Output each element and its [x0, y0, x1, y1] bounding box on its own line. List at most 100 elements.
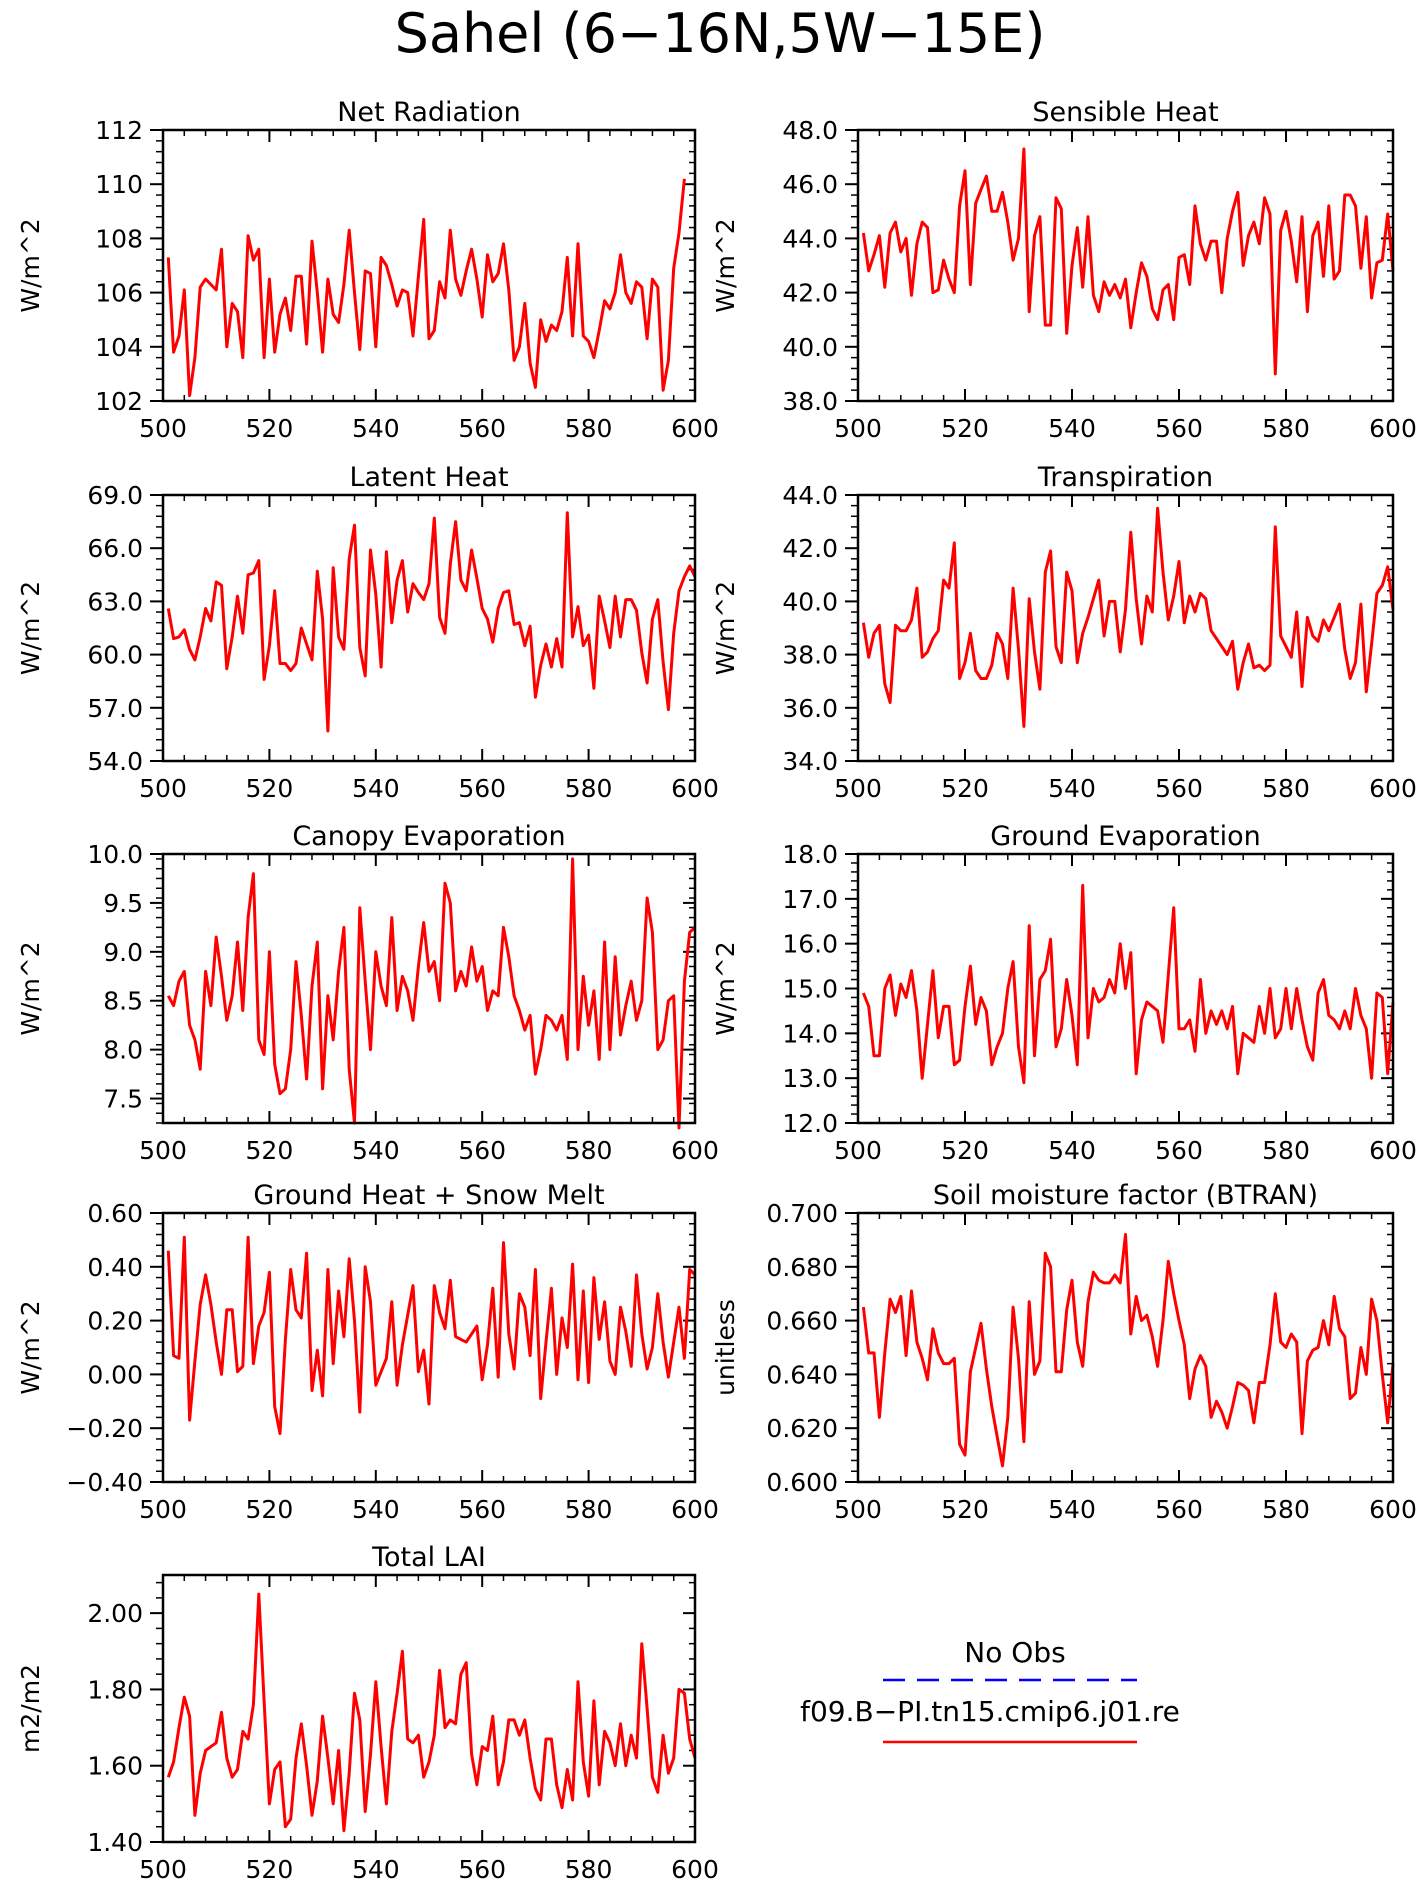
y-axis-label: W/m^2	[16, 218, 45, 312]
x-tick-label: 540	[352, 774, 400, 803]
panel-total-lai: Total LAI 500 520 540 560 580 600 1.40 1.60 1.80 2…	[16, 1542, 719, 1884]
y-tick-label: 18.0	[782, 840, 838, 869]
panel-canopy-evaporation: Canopy Evaporation 500 520 540 560 580 600 7.5 8…	[16, 821, 719, 1165]
series-line	[862, 883, 1395, 1085]
y-tick-label: 106	[95, 279, 143, 308]
x-tick-label: 520	[246, 414, 294, 443]
y-tick-label: 38.0	[782, 641, 838, 670]
y-axis-label: m2/m2	[16, 1664, 45, 1753]
y-tick-label: 9.5	[103, 889, 143, 918]
y-tick-label: 42.0	[782, 279, 838, 308]
y-tick-label: 57.0	[87, 694, 143, 723]
plot-frame	[161, 1573, 697, 1844]
x-tick-label: 560	[1155, 774, 1203, 803]
x-tick-label: 560	[458, 774, 506, 803]
plot-frame	[856, 128, 1395, 403]
y-tick-label: 0.640	[766, 1360, 838, 1389]
x-tick-label: 540	[1048, 1495, 1096, 1524]
panel-title: Ground Heat + Snow Melt	[253, 1180, 604, 1211]
x-tick-label: 580	[1262, 774, 1310, 803]
x-tick-label: 560	[1155, 1495, 1203, 1524]
y-tick-label: 7.5	[103, 1085, 143, 1114]
y-tick-label: 69.0	[87, 481, 143, 510]
y-tick-label: 63.0	[87, 587, 143, 616]
x-tick-label: 560	[458, 1136, 506, 1165]
y-tick-label: 42.0	[782, 534, 838, 563]
y-axis-label: W/m^2	[711, 218, 740, 312]
series-line	[861, 1233, 1395, 1468]
y-axis-label: unitless	[711, 1299, 740, 1396]
panel-ground-heat-snow-melt: Ground Heat + Snow Melt 500 520 540 560 580 60…	[16, 1180, 719, 1524]
y-tick-label: 16.0	[782, 930, 838, 959]
panel-title: Soil moisture factor (BTRAN)	[933, 1180, 1318, 1211]
panel-latent-heat: Latent Heat 500 520 540 560 580 600 54.0 57.0 60.…	[16, 462, 719, 803]
x-tick-label: 540	[352, 1136, 400, 1165]
series-line	[166, 1235, 697, 1436]
y-axis-label: W/m^2	[16, 1300, 45, 1394]
x-tick-label: 600	[671, 1855, 719, 1884]
plot-frame	[161, 493, 697, 763]
y-tick-label: 8.0	[103, 1036, 143, 1065]
x-tick-label: 560	[458, 1495, 506, 1524]
x-tick-label: 520	[941, 774, 989, 803]
x-tick-label: 600	[1369, 774, 1417, 803]
x-tick-label: 560	[458, 1855, 506, 1884]
y-tick-label: 54.0	[87, 747, 143, 776]
y-tick-label: 40.0	[782, 587, 838, 616]
x-tick-label: 500	[834, 1136, 882, 1165]
y-tick-label: 48.0	[782, 116, 838, 145]
y-tick-label: 40.0	[782, 333, 838, 362]
panel-title: Canopy Evaporation	[292, 821, 565, 852]
x-tick-label: 500	[834, 414, 882, 443]
x-tick-label: 580	[565, 1855, 613, 1884]
x-tick-label: 500	[834, 774, 882, 803]
y-tick-label: 14.0	[782, 1019, 838, 1048]
series-line	[166, 857, 697, 1130]
x-tick-label: 560	[1155, 1136, 1203, 1165]
series-line	[861, 506, 1395, 728]
series-line	[166, 178, 686, 398]
figure-title: Sahel (6−16N,5W−15E)	[395, 2, 1046, 65]
y-tick-label: 66.0	[87, 534, 143, 563]
y-tick-label: 0.660	[766, 1307, 838, 1336]
x-tick-label: 540	[352, 1855, 400, 1884]
panels: Net Radiation 500 520 540 560 580 600 102 104 106…	[16, 97, 1417, 1884]
x-tick-label: 540	[352, 414, 400, 443]
x-tick-label: 540	[352, 1495, 400, 1524]
panel-title: Total LAI	[371, 1542, 486, 1573]
x-tick-label: 580	[565, 414, 613, 443]
x-tick-label: 580	[565, 774, 613, 803]
y-tick-label: 1.80	[87, 1675, 143, 1704]
y-tick-label: 0.20	[87, 1307, 143, 1336]
x-tick-label: 540	[1048, 414, 1096, 443]
y-tick-label: 108	[95, 224, 143, 253]
plot-frame	[161, 852, 697, 1125]
x-tick-label: 580	[1262, 1136, 1310, 1165]
y-axis-label: W/m^2	[711, 581, 740, 675]
y-tick-label: 0.40	[87, 1253, 143, 1282]
y-axis-label: W/m^2	[16, 581, 45, 675]
plot-frame	[856, 852, 1395, 1125]
y-tick-label: 110	[95, 170, 143, 199]
panel-title: Transpiration	[1037, 462, 1213, 493]
x-tick-label: 520	[246, 1136, 294, 1165]
y-tick-label: 46.0	[782, 170, 838, 199]
y-tick-label: 0.700	[766, 1199, 838, 1228]
x-tick-label: 580	[565, 1495, 613, 1524]
x-tick-label: 500	[139, 414, 187, 443]
panel-title: Ground Evaporation	[990, 821, 1261, 852]
x-tick-label: 520	[941, 1495, 989, 1524]
x-tick-label: 600	[671, 414, 719, 443]
plot-frame	[161, 1211, 697, 1484]
y-tick-label: −0.40	[66, 1468, 143, 1497]
x-tick-label: 540	[1048, 774, 1096, 803]
y-tick-label: 12.0	[782, 1109, 838, 1138]
y-tick-label: 0.00	[87, 1360, 143, 1389]
y-axis-label: W/m^2	[16, 941, 45, 1035]
y-tick-label: 1.40	[87, 1828, 143, 1857]
x-tick-label: 520	[246, 1495, 294, 1524]
legend: No Obs f09.B−PI.tn15.cmip6.j01.re	[800, 1636, 1180, 1744]
y-tick-label: 102	[95, 387, 143, 416]
y-tick-label: 104	[95, 333, 143, 362]
y-tick-label: 60.0	[87, 641, 143, 670]
